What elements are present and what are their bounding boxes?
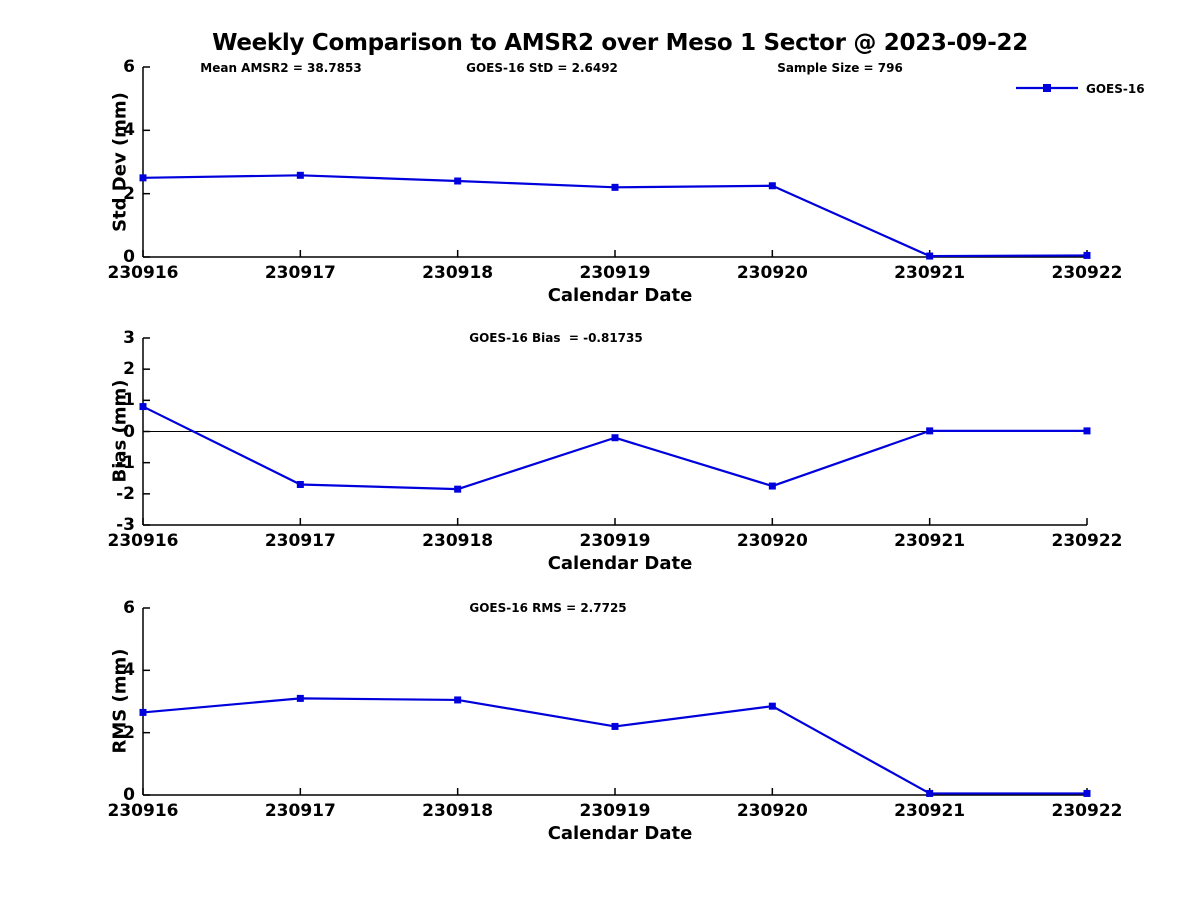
x-tick-label: 230918 [422, 263, 494, 283]
y-tick-label: -1 [116, 452, 135, 473]
series-marker [768, 482, 776, 490]
ylabel-std-dev: Std Dev (mm) [109, 92, 131, 232]
mean-amsr2-annotation: Mean AMSR2 = 38.7853 [200, 61, 362, 75]
y-tick-label: 0 [123, 421, 135, 442]
x-tick-label: 230922 [1051, 531, 1123, 551]
y-tick-label: 3 [123, 328, 135, 348]
rms-panel-title: GOES-16 RMS = 2.7725 [469, 601, 627, 615]
series-marker [1083, 427, 1091, 435]
x-tick-label: 230917 [264, 801, 336, 821]
series-line [142, 697, 1087, 795]
series-marker [139, 708, 147, 716]
x-tick-label: 230920 [736, 801, 808, 821]
x-tick-label: 230922 [1051, 263, 1123, 283]
y-tick-label: 4 [123, 660, 135, 681]
y-tick-label: 6 [123, 598, 135, 618]
series-marker [768, 182, 776, 190]
x-tick-label: 230919 [579, 531, 651, 551]
x-tick-label: 230919 [579, 263, 651, 283]
xlabel-bias: Calendar Date [547, 553, 693, 574]
series-marker [926, 252, 934, 260]
y-tick-label: 2 [123, 183, 135, 204]
xlabel-std-dev: Calendar Date [547, 285, 693, 306]
x-tick-label: 230920 [736, 263, 808, 283]
series-marker [296, 480, 304, 488]
y-tick-label: 2 [123, 722, 135, 743]
xlabel-rms: Calendar Date [547, 823, 693, 844]
x-tick-label: 230918 [422, 801, 494, 821]
series-marker [611, 183, 619, 191]
y-tick-label: 2 [123, 359, 135, 380]
series-marker [926, 789, 934, 797]
sample-size-annotation: Sample Size = 796 [777, 61, 903, 75]
x-tick-label: 230918 [422, 531, 494, 551]
bias-panel-title: GOES-16 Bias = -0.81735 [469, 331, 643, 345]
x-tick-label: 230922 [1051, 801, 1123, 821]
series-marker [454, 177, 462, 185]
series-marker [926, 427, 934, 435]
x-tick-label: 230916 [107, 263, 179, 283]
y-tick-label: 1 [123, 390, 135, 411]
series-marker [139, 403, 147, 411]
series-marker [768, 702, 776, 710]
x-tick-label: 230917 [264, 263, 336, 283]
series-marker [296, 694, 304, 702]
main-title: Weekly Comparison to AMSR2 over Meso 1 S… [212, 30, 1028, 56]
y-tick-label: 6 [123, 57, 135, 77]
x-tick-label: 230916 [107, 801, 179, 821]
series-marker [454, 696, 462, 704]
x-tick-label: 230921 [894, 531, 966, 551]
series-marker [1083, 251, 1091, 259]
x-tick-label: 230916 [107, 531, 179, 551]
y-tick-label: 4 [123, 120, 135, 141]
x-tick-label: 230921 [894, 801, 966, 821]
y-tick-label: 0 [123, 785, 135, 805]
x-tick-label: 230921 [894, 263, 966, 283]
x-tick-label: 230917 [264, 531, 336, 551]
series-marker [454, 485, 462, 493]
series-marker [611, 434, 619, 442]
y-tick-label: -3 [116, 515, 135, 535]
x-tick-label: 230919 [579, 801, 651, 821]
series-marker [139, 174, 147, 182]
series-marker [1083, 789, 1091, 797]
legend-label: GOES-16 [1086, 82, 1145, 96]
series-marker [296, 171, 304, 179]
x-tick-label: 230920 [736, 531, 808, 551]
series-marker [611, 722, 619, 730]
y-tick-label: 0 [123, 247, 135, 267]
goes16-std-annotation: GOES-16 StD = 2.6492 [466, 61, 618, 75]
y-tick-label: -2 [116, 483, 135, 504]
series-line [142, 405, 1087, 491]
legend-marker [1043, 84, 1051, 92]
